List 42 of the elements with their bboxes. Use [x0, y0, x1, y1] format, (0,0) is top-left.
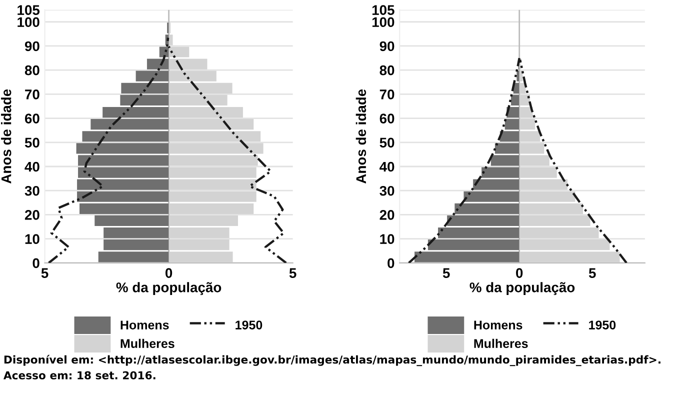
y-tick-label: 90	[380, 41, 394, 52]
y-tick-label: 0	[388, 258, 394, 268]
legend-label: 1950	[236, 320, 262, 330]
y-tick-label: 105	[372, 5, 394, 15]
y-tick-label: 100	[372, 17, 394, 28]
y-tick-label: 70	[380, 90, 394, 100]
y-axis-title: Anos de idade	[1, 89, 12, 184]
x-tick-label: 5	[289, 268, 296, 278]
y-tick-label: 105	[18, 5, 40, 15]
y-tick-label: 50	[24, 138, 40, 148]
y-tick-label: 10	[25, 234, 40, 244]
x-tick-label: 0	[165, 268, 172, 278]
y-tick-label: 40	[24, 162, 40, 172]
y-tick-label: 10	[380, 234, 394, 244]
y-tick-label: 40	[380, 162, 394, 172]
y-tick-label: 90	[24, 41, 40, 52]
x-tick-label: 5	[41, 268, 48, 278]
text: Acesso em: 18 set. 2016.	[3, 371, 156, 380]
y-tick-label: 0	[32, 258, 40, 268]
legend-label: 1950	[589, 320, 616, 330]
y-tick-label: 80	[24, 65, 40, 76]
legend-label: Mulheres	[474, 338, 528, 348]
y-tick-label: 20	[24, 210, 40, 220]
y-tick-label: 80	[380, 65, 394, 76]
y-tick-label: 30	[380, 186, 394, 196]
y-tick-label: 100	[18, 17, 40, 28]
y-tick-label: 50	[380, 138, 394, 148]
x-tick-label: 0	[516, 268, 523, 278]
y-tick-label: 60	[380, 114, 394, 124]
y-tick-label: 60	[24, 114, 40, 124]
y-tick-label: 20	[380, 210, 394, 220]
y-tick-label: 30	[24, 186, 40, 196]
x-axis-title: % da população	[116, 282, 222, 296]
x-tick-label: 5	[442, 268, 450, 278]
y-tick-label: 70	[25, 90, 40, 100]
legend-label: Homens	[120, 320, 169, 330]
text: Disponível em: <http://atlasescolar.ibge.gov.br/images/atlas/mapas_mundo/mundo_piramides_etarias.pdf>.	[4, 354, 660, 366]
y-axis-title: Anos de idade	[356, 89, 366, 184]
legend-label: Homens	[474, 320, 522, 330]
x-axis-title: % da população	[470, 282, 575, 296]
x-tick-label: 5	[588, 268, 596, 278]
legend-label: Mulheres	[120, 338, 174, 348]
